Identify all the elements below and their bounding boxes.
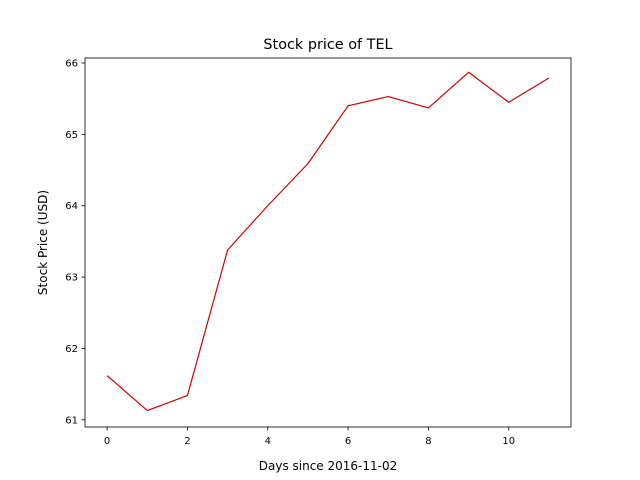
- x-tick-label: 6: [345, 436, 351, 447]
- series-layer: [106, 71, 550, 412]
- y-axis: 61 62 63 64 65 66: [65, 58, 85, 426]
- x-tick-label: 8: [425, 436, 431, 447]
- x-tick-label: 10: [502, 436, 515, 447]
- y-tick-label: 65: [65, 130, 78, 141]
- series-line: [106, 71, 550, 412]
- y-tick-label: 63: [65, 273, 78, 284]
- y-tick-label: 66: [65, 58, 78, 69]
- x-axis: 0 2 4 6 8 10: [104, 427, 515, 447]
- y-axis-label: Stock Price (USD): [36, 190, 50, 295]
- x-tick-label: 0: [104, 436, 110, 447]
- x-tick-label: 2: [184, 436, 190, 447]
- x-axis-label: Days since 2016-11-02: [259, 459, 398, 473]
- y-tick-label: 61: [65, 415, 78, 426]
- plot-area: [84, 57, 572, 428]
- chart-title: Stock price of TEL: [263, 37, 392, 53]
- x-tick-label: 4: [265, 436, 271, 447]
- plot-frame: [84, 57, 572, 428]
- y-tick-label: 64: [65, 201, 78, 212]
- y-tick-label: 62: [65, 344, 78, 355]
